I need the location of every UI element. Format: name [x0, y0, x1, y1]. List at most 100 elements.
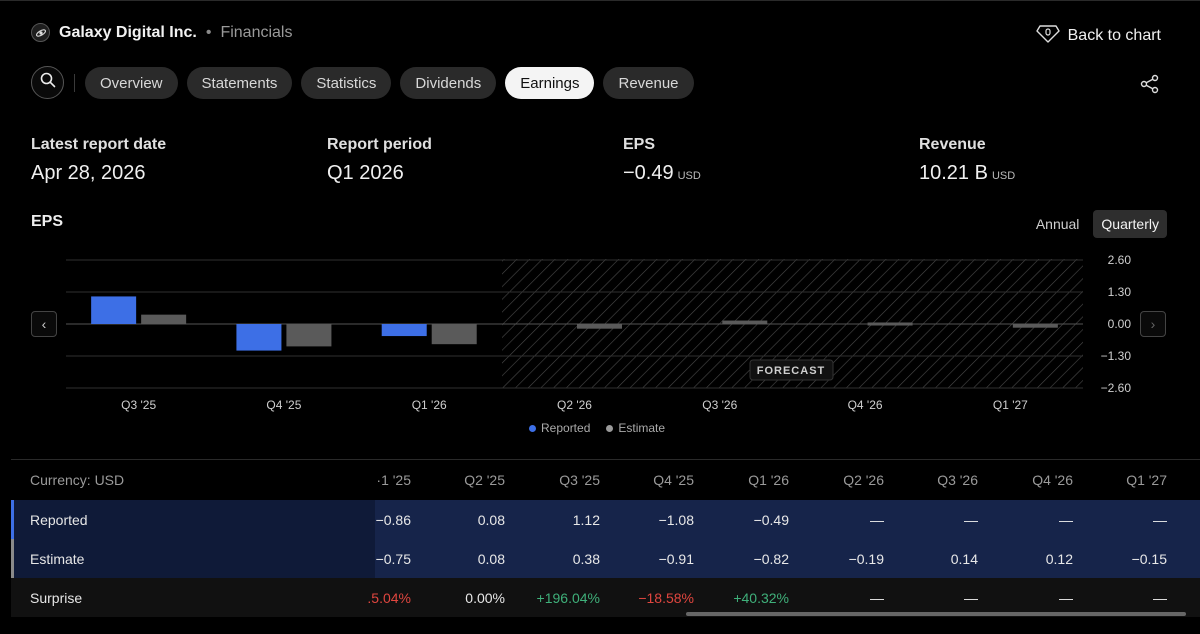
stat-label: Latest report date	[31, 136, 167, 153]
stat-value: 10.21 B USD	[919, 162, 1015, 185]
search-button[interactable]	[31, 66, 64, 99]
chart-next-button[interactable]: ›	[1140, 311, 1166, 337]
table-cell: —	[1153, 511, 1167, 528]
table-cell: 1.12	[572, 511, 600, 528]
table-row-reported[interactable]: −0.86 0.08 1.12 −1.08 −0.49 — — — — Repo…	[11, 500, 1200, 539]
reported-dot-icon	[529, 424, 536, 432]
estimate-bar[interactable]	[577, 324, 622, 329]
stat-eps: EPS −0.49 USD	[623, 136, 701, 185]
table-cell: —	[1153, 589, 1167, 606]
y-tick-label: −1.30	[1101, 349, 1132, 363]
eps-bar-chart: 2.60 1.30 0.00 −1.30 −2.60 Q3 '25 Q4 '25 Q1 '2…	[66, 253, 1132, 412]
share-icon	[1140, 74, 1160, 98]
forecast-badge-bg	[749, 359, 834, 381]
eps-value: −0.49	[623, 162, 674, 184]
legend-reported: Reported	[529, 421, 590, 435]
currency-label: Currency: USD	[30, 472, 125, 488]
chart-prev-button[interactable]: ‹	[31, 311, 57, 337]
table-cell: —	[870, 589, 884, 606]
company-name: Galaxy Digital Inc.	[59, 23, 197, 41]
table-horizontal-scrollbar[interactable]	[686, 612, 1186, 616]
y-tick-label: 0.00	[1108, 317, 1132, 331]
table-cell: 0.12	[1045, 550, 1073, 567]
forecast-badge: FORECAST	[749, 359, 834, 381]
column-header: Q4 '25	[653, 472, 694, 488]
column-header: Q3 '25	[559, 472, 600, 488]
eps-chart-title: EPS	[31, 213, 64, 230]
y-tick-label: 2.60	[1108, 253, 1132, 267]
annual-toggle[interactable]: Annual	[1035, 216, 1080, 232]
table-cell: 0.00%	[465, 589, 505, 606]
chart-y-tick-labels: 2.60 1.30 0.00 −1.30 −2.60	[1101, 253, 1132, 395]
reported-bar[interactable]	[91, 296, 137, 324]
financials-tabs: Overview Statements Statistics Dividends…	[85, 67, 694, 99]
column-header: Q1 '27	[1126, 472, 1167, 488]
table-cell: —	[1059, 589, 1073, 606]
column-header: Q3 '26	[937, 472, 978, 488]
row-label-reported: Reported	[11, 500, 375, 539]
x-tick-label: Q3 '26	[702, 398, 737, 412]
estimate-bar[interactable]	[286, 324, 332, 347]
quarterly-toggle[interactable]: Quarterly	[1093, 210, 1167, 238]
stat-label: EPS	[623, 136, 656, 153]
share-button[interactable]	[1140, 74, 1160, 99]
column-header: Q4 '26	[1032, 472, 1073, 488]
earnings-table: Currency: USD ·1 '25 Q2 '25 Q3 '25 Q4 '2…	[11, 459, 1200, 634]
estimate-bar[interactable]	[867, 322, 913, 326]
table-cell: 0.08	[477, 511, 505, 528]
estimate-bar[interactable]	[722, 320, 768, 324]
table-cell: −0.15	[1131, 550, 1167, 567]
legend-reported-label: Reported	[541, 421, 591, 435]
chart-badge-icon	[1035, 23, 1060, 48]
stat-label: Report period	[327, 136, 432, 153]
column-header: Q2 '25	[464, 472, 505, 488]
x-tick-label: Q4 '25	[266, 398, 301, 412]
table-cell: −18.58%	[638, 589, 694, 606]
stat-label: Revenue	[919, 136, 986, 153]
revenue-value: 10.21 B	[919, 162, 988, 184]
chart-legend: Reported Estimate	[529, 421, 665, 435]
stat-value: −0.49 USD	[623, 162, 701, 185]
table-cell: −0.19	[848, 550, 884, 567]
table-cell: .5.04%	[367, 589, 411, 606]
estimate-bar[interactable]	[431, 324, 477, 345]
header-separator: •	[205, 23, 212, 41]
stat-value: Apr 28, 2026	[31, 162, 146, 184]
reported-bar[interactable]	[236, 324, 282, 351]
x-tick-label: Q1 '27	[993, 398, 1028, 412]
table-cell: −0.75	[375, 550, 411, 567]
stat-value: Q1 2026	[327, 162, 404, 184]
x-tick-label: Q3 '25	[121, 398, 156, 412]
table-cell: 0.38	[572, 550, 600, 567]
table-row-surprise[interactable]: .5.04% 0.00% +196.04% −18.58% +40.32% — …	[11, 578, 1200, 617]
chart-x-tick-labels: Q3 '25 Q4 '25 Q1 '26 Q2 '26 Q3 '26 Q4 '26 Q1 '…	[121, 398, 1028, 412]
y-tick-label: 1.30	[1108, 285, 1132, 299]
tab-revenue[interactable]: Revenue	[603, 67, 694, 99]
table-cell: +196.04%	[536, 589, 600, 606]
estimate-bar[interactable]	[1012, 324, 1058, 328]
period-toggle: Annual Quarterly	[1028, 210, 1167, 238]
table-cell: +40.32%	[733, 589, 789, 606]
table-cell: −0.49	[753, 511, 789, 528]
tab-earnings[interactable]: Earnings	[505, 67, 595, 99]
company-header: Galaxy Digital Inc. • Financials	[31, 23, 292, 42]
tab-statistics[interactable]: Statistics	[301, 67, 392, 99]
x-tick-label: Q4 '26	[848, 398, 883, 412]
eps-unit: USD	[677, 170, 701, 182]
stat-report-period: Report period Q1 2026	[327, 136, 432, 185]
tab-statements[interactable]: Statements	[186, 67, 293, 99]
table-cell: —	[964, 589, 978, 606]
legend-estimate-label: Estimate	[618, 421, 666, 435]
tab-dividends[interactable]: Dividends	[400, 67, 497, 99]
chevron-right-icon: ›	[1150, 316, 1156, 332]
table-cell: −1.08	[658, 511, 694, 528]
table-cell: −0.82	[753, 550, 789, 567]
estimate-bar[interactable]	[141, 314, 187, 324]
table-row-estimate[interactable]: −0.75 0.08 0.38 −0.91 −0.82 −0.19 0.14 0…	[11, 539, 1200, 578]
back-to-chart-button[interactable]: Back to chart	[1035, 23, 1161, 48]
stat-revenue: Revenue 10.21 B USD	[919, 136, 1015, 185]
reported-bar[interactable]	[381, 324, 427, 337]
table-cell: —	[1059, 511, 1073, 528]
tab-overview[interactable]: Overview	[85, 67, 178, 99]
